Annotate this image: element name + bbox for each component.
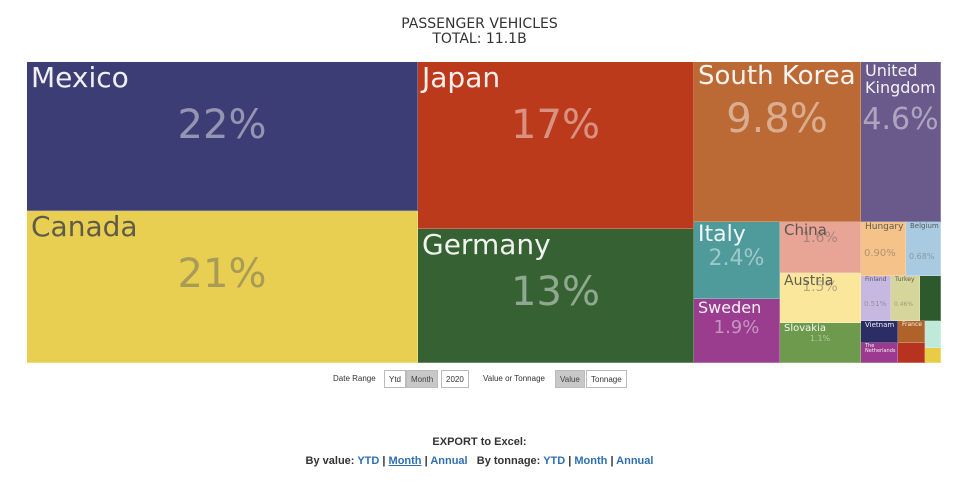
treemap-cell[interactable] [920, 276, 941, 321]
separator: | [610, 455, 614, 467]
tonnage-ytd-link[interactable]: YTD [543, 455, 566, 467]
treemap-cell[interactable]: France [898, 321, 925, 343]
treemap-cell[interactable]: United Kingdom 4.6% [861, 62, 941, 222]
cell-name-label: Austria [784, 273, 834, 289]
separator: | [382, 455, 386, 467]
value-tonnage-label: Value or Tonnage [483, 374, 545, 383]
export-title: EXPORT to Excel: [432, 436, 527, 448]
separator: | [568, 455, 572, 467]
treemap-cell[interactable]: Austria 1.5% [780, 273, 861, 323]
cell-percent-label: 1.5% [802, 279, 838, 295]
value-ytd-link[interactable]: YTD [357, 455, 380, 467]
cell-name-label: The Netherlands [865, 343, 896, 355]
by-value-label: By value: [305, 455, 355, 467]
date-range-label: Date Range [333, 374, 376, 383]
cell-percent-label: 1.1% [809, 334, 831, 343]
value-button[interactable]: Value [555, 370, 585, 388]
cell-name-label: Germany [422, 229, 551, 261]
cell-percent-label: 4.6% [862, 102, 939, 137]
treemap-cell[interactable]: South Korea 9.8% [694, 62, 861, 222]
treemap-cell[interactable]: Belgium 0.68% [906, 222, 941, 276]
controls-bar: Date Range Ytd Month 2020 Value or Tonna… [0, 370, 959, 390]
cell-percent-label: 21% [177, 251, 267, 297]
cell-name-label: Belgium [910, 222, 939, 230]
treemap: Mexico 22% Canada 21% Japan 17% Germany 13% Sout… [27, 62, 941, 363]
treemap-cell[interactable]: Italy 2.4% [694, 222, 780, 299]
treemap-cell[interactable]: Finland 0.51% [861, 276, 891, 321]
treemap-cell[interactable] [898, 343, 925, 363]
cell-percent-label: 17% [511, 102, 600, 148]
cell-percent-label: 0.90% [864, 248, 896, 259]
tonnage-month-link[interactable]: Month [574, 455, 608, 467]
cell-percent-label: 1.9% [713, 317, 760, 338]
treemap-cell[interactable]: Canada 21% [27, 211, 418, 363]
date-ytd-button[interactable]: Ytd [384, 370, 407, 388]
treemap-cell[interactable]: Japan 17% [418, 62, 694, 229]
cell-percent-label: 0.68% [909, 252, 935, 261]
treemap-cell[interactable]: Slovakia 1.1% [780, 323, 861, 363]
cell-percent-label: 0.51% [864, 300, 887, 308]
tonnage-button[interactable]: Tonnage [586, 370, 627, 388]
treemap-cell[interactable]: Vietnam [861, 321, 898, 343]
cell-name-label: Finland [865, 276, 887, 283]
treemap-cell[interactable] [925, 321, 941, 348]
treemap-cell[interactable]: The Netherlands [861, 343, 898, 363]
export-links: By value: YTD | Month | Annual By tonnag… [0, 455, 959, 467]
treemap-cell[interactable]: Mexico 22% [27, 62, 418, 211]
cell-name-label: Slovakia [784, 323, 826, 334]
cell-name-label: Turkey [895, 276, 915, 283]
by-tonnage-label: By tonnage: [476, 455, 541, 467]
treemap-cell[interactable]: Germany 13% [418, 229, 694, 363]
tonnage-annual-link[interactable]: Annual [616, 455, 654, 467]
cell-name-label: Japan [422, 62, 501, 94]
cell-name-label: Canada [31, 211, 138, 243]
cell-name-label: China [784, 222, 827, 239]
treemap-cell[interactable]: Sweden 1.9% [694, 299, 780, 363]
cell-percent-label: 0.46% [894, 301, 914, 308]
cell-name-label: Hungary [865, 222, 904, 232]
cell-name-label: Mexico [31, 62, 129, 94]
cell-percent-label: 2.4% [708, 246, 765, 271]
value-month-link[interactable]: Month [388, 455, 422, 467]
cell-name-label: United Kingdom [865, 62, 936, 97]
cell-name-label: Italy [698, 222, 746, 247]
chart-total: TOTAL: 11.1B [432, 31, 527, 47]
cell-percent-label: 22% [177, 102, 267, 148]
treemap-cell[interactable]: China 1.6% [780, 222, 861, 273]
cell-percent-label: 13% [511, 269, 600, 315]
treemap-cell[interactable]: Hungary 0.90% [861, 222, 906, 276]
cell-name-label: Vietnam [865, 321, 895, 329]
cell-name-label: France [902, 321, 922, 328]
cell-name-label: Sweden [698, 299, 762, 317]
date-month-button[interactable]: Month [406, 370, 439, 388]
separator: | [424, 455, 428, 467]
date-2020-button[interactable]: 2020 [441, 370, 469, 388]
treemap-cell[interactable] [925, 348, 941, 363]
cell-percent-label: 1.6% [802, 230, 838, 246]
value-annual-link[interactable]: Annual [430, 455, 468, 467]
cell-percent-label: 9.8% [726, 96, 828, 142]
cell-name-label: South Korea [698, 62, 856, 91]
chart-title: PASSENGER VEHICLES [401, 16, 558, 32]
treemap-cell[interactable]: Turkey 0.46% [891, 276, 920, 321]
